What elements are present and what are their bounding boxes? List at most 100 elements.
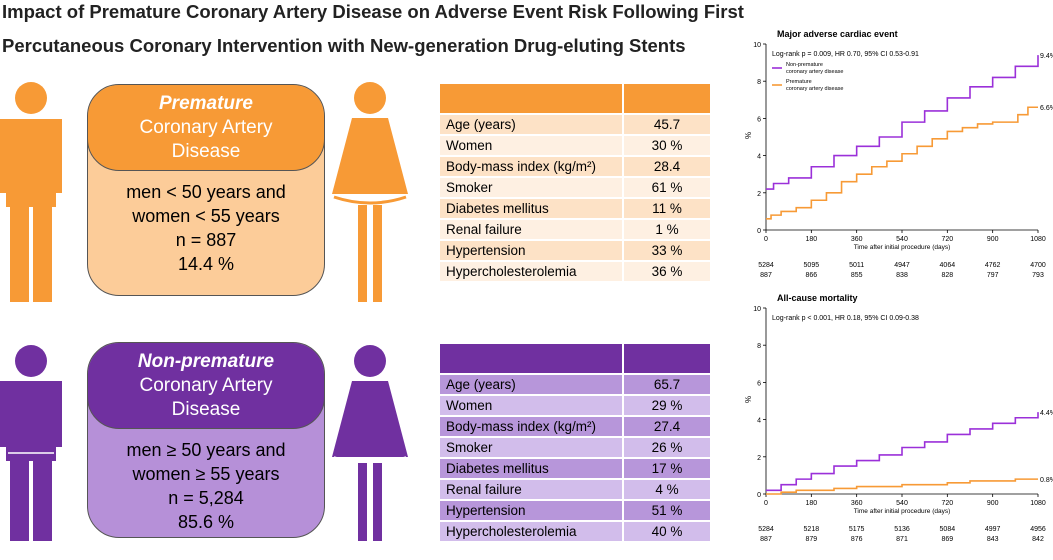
table-header [440,84,710,115]
y-tick-label: 0 [757,228,761,235]
risk-table-value: 838 [896,272,908,279]
risk-table-value: 879 [805,536,817,541]
premature-card-header: Premature Coronary Artery Disease [88,85,324,171]
y-tick-label: 2 [757,191,761,198]
y-tick-label: 0 [757,492,761,499]
premature-group-card: Premature Coronary Artery Disease men < … [87,84,325,296]
nonpremature-curve [766,412,1039,492]
risk-table-value: 876 [851,536,863,541]
figure-title-line-1: Impact of Premature Coronary Artery Dise… [2,1,744,22]
premature-heading-line-3: Disease [171,140,241,162]
y-tick-label: 6 [757,116,761,123]
y-axis-label: % [744,132,753,139]
table-row: Smoker 61 % [440,177,710,199]
risk-table-value: 869 [941,536,953,541]
x-tick-label: 360 [851,500,863,507]
risk-table-value: 887 [760,272,772,279]
end-value-label: 0.8% [1040,477,1053,484]
nonpremature-count: n = 5,284 [168,488,244,508]
risk-table-value: 842 [1032,536,1044,541]
y-tick-label: 8 [757,79,761,86]
y-tick-label: 6 [757,380,761,387]
risk-table-value: 5218 [804,526,820,533]
legend-label-premature: coronary artery disease [786,86,843,92]
x-tick-label: 360 [851,236,863,243]
risk-table-value: 4956 [1030,526,1046,533]
risk-table-value: 4700 [1030,262,1046,269]
x-tick-label: 1080 [1030,500,1046,507]
risk-table-value: 5011 [849,262,864,269]
mortality-chart-svg: All-cause mortality Log-rank p < 0.001, H… [744,293,1053,541]
x-tick-label: 180 [805,236,817,243]
x-tick-label: 900 [987,236,999,243]
table-row: Age (years) 65.7 [440,374,710,396]
risk-table-value: 4064 [940,262,956,269]
table-row: Hypercholesterolemia 36 % [440,261,710,283]
table-row: Smoker 26 % [440,437,710,459]
logrank-annotation: Log-rank p = 0.009, HR 0.70, 95% CI 0.53… [772,51,919,58]
table-row: Renal failure 4 % [440,479,710,501]
table-row: Body-mass index (kg/m²) 27.4 [440,416,710,438]
legend-label-premature: Premature [786,79,812,85]
mace-chart: Major adverse cardiac event Log-rank p = … [742,26,1053,296]
nonpremature-characteristics-table: Age (years) 65.7 Women 29 % Body-mass inde… [440,344,710,543]
x-tick-label: 720 [941,236,953,243]
risk-table-value: 866 [805,272,817,279]
table-row: Women 29 % [440,395,710,417]
risk-table-value: 887 [760,536,772,541]
premature-count: n = 887 [175,230,237,250]
x-axis-label: Time after initial procedure (days) [854,244,951,251]
x-tick-label: 180 [805,500,817,507]
premature-curve [766,106,1038,220]
nonpremature-curve [766,55,1039,190]
x-tick-label: 0 [764,236,768,243]
chart-title: Major adverse cardiac event [777,29,898,39]
table-row: Body-mass index (kg/m²) 28.4 [440,156,710,178]
risk-table-value: 5284 [758,262,774,269]
man-icon [0,345,62,541]
risk-table-value: 5084 [940,526,956,533]
y-tick-label: 10 [753,306,761,313]
mortality-chart: All-cause mortality Log-rank p < 0.001, H… [742,290,1053,560]
x-tick-label: 540 [896,236,908,243]
table-row: Hypertension 51 % [440,500,710,522]
woman-icon [332,82,408,302]
nonpremature-card-header: Non-premature Coronary Artery Disease [88,343,324,429]
table-row: Diabetes mellitus 11 % [440,198,710,220]
x-tick-label: 900 [987,500,999,507]
risk-table-value: 4997 [985,526,1001,533]
nonpremature-heading-line-3: Disease [171,398,241,420]
table-header [440,344,710,375]
mace-chart-svg: Major adverse cardiac event Log-rank p = … [744,29,1053,279]
premature-percent: 14.4 % [177,254,235,274]
nonpremature-women-criterion: women ≥ 55 years [132,464,280,484]
y-axis-label: % [744,396,753,403]
y-tick-label: 10 [753,42,761,49]
legend-label-nonpremature: coronary artery disease [786,69,843,75]
y-tick-label: 8 [757,343,761,350]
y-tick-label: 4 [757,418,761,425]
table-row: Hypertension 33 % [440,240,710,262]
premature-heading-line-2: Coronary Artery [139,116,273,138]
chart-title: All-cause mortality [777,293,858,303]
risk-table-value: 5175 [849,526,865,533]
premature-heading: Premature [159,92,253,114]
x-tick-label: 1080 [1030,236,1046,243]
premature-characteristics-table: Age (years) 45.7 Women 30 % Body-mass inde… [440,84,710,283]
end-value-label: 4.4% [1040,410,1053,417]
risk-table-value: 843 [987,536,999,541]
risk-table-value: 793 [1032,272,1044,279]
end-value-label: 6.6% [1040,105,1053,112]
risk-table-value: 871 [896,536,908,541]
y-tick-label: 4 [757,154,761,161]
premature-curve [766,478,1038,495]
table-row: Age (years) 45.7 [440,114,710,136]
premature-definition: men < 50 years and women < 55 years n = … [88,180,324,276]
risk-table-value: 855 [851,272,863,279]
x-tick-label: 0 [764,500,768,507]
nonpremature-heading-line-2: Coronary Artery [139,374,273,396]
nonpremature-men-criterion: men ≥ 50 years and [126,440,286,460]
premature-women-criterion: women < 55 years [132,206,280,226]
nonpremature-heading: Non-premature [137,350,275,372]
x-tick-label: 540 [896,500,908,507]
